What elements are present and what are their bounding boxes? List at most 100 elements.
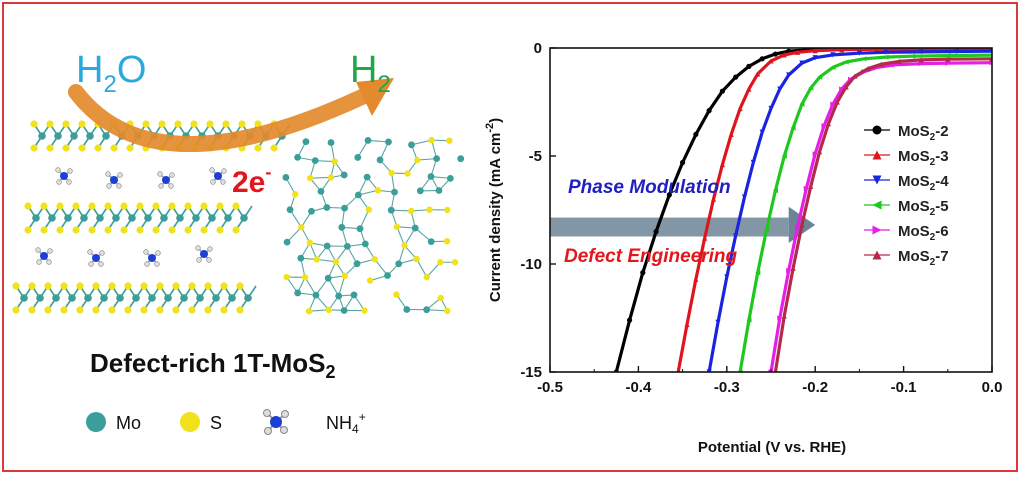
y-tick-label: -10 — [520, 256, 542, 273]
data-point — [728, 131, 734, 137]
h-atom — [220, 179, 226, 185]
mo-atom — [385, 138, 392, 146]
bond — [310, 176, 331, 179]
mo-atom — [102, 132, 110, 140]
data-point — [883, 49, 889, 55]
data-point — [733, 233, 739, 239]
mo-atom — [112, 214, 120, 222]
data-point — [724, 274, 730, 280]
s-atom — [371, 256, 378, 263]
data-point — [945, 56, 951, 62]
data-point — [856, 50, 862, 56]
mo-atom — [308, 207, 315, 215]
data-point — [781, 153, 787, 159]
n-atom — [200, 250, 208, 258]
nh4-ion — [209, 167, 227, 185]
s-atom — [200, 226, 208, 234]
h-atom — [157, 171, 163, 177]
s-atom — [341, 272, 348, 280]
data-point — [640, 270, 646, 276]
data-point — [777, 315, 783, 321]
mo-atom — [282, 174, 290, 181]
s-atom — [30, 120, 38, 128]
s-atom — [62, 144, 70, 152]
s-atom — [374, 187, 382, 194]
s-atom — [270, 144, 278, 152]
series-3 — [676, 48, 992, 372]
h-atom — [117, 172, 123, 178]
data-point — [750, 159, 756, 166]
data-point — [861, 56, 867, 62]
data-point — [799, 222, 805, 228]
data-point — [909, 53, 916, 59]
s-atom — [156, 282, 164, 290]
s-atom — [393, 223, 401, 231]
h-atom — [207, 246, 213, 252]
mos2-sheet — [282, 136, 465, 315]
h-atom — [47, 248, 53, 254]
data-point — [746, 317, 752, 323]
x-axis-label: Potential (V vs. RHE) — [698, 439, 846, 456]
data-point — [781, 52, 787, 58]
data-point — [777, 86, 783, 92]
s-atom — [156, 306, 164, 314]
s-atom — [174, 120, 182, 128]
s-atom — [78, 120, 86, 128]
h-atom — [105, 171, 111, 177]
x-tick-label: 0.0 — [982, 379, 1003, 396]
mo-atom — [70, 132, 78, 140]
bond — [374, 258, 388, 276]
h-atom — [56, 179, 62, 185]
s-atom — [437, 294, 444, 302]
mo-atom — [343, 242, 351, 250]
data-point — [918, 49, 924, 55]
mo-atom — [350, 291, 358, 299]
data-point — [839, 48, 845, 53]
legend-s-label: S — [210, 413, 222, 433]
legend-marker — [872, 250, 882, 260]
data-point — [702, 235, 708, 241]
data-point — [772, 51, 779, 57]
data-point — [715, 319, 721, 325]
s-atom — [232, 226, 240, 234]
n-atom — [110, 176, 118, 184]
series-6 — [768, 60, 992, 372]
s-atom — [200, 202, 208, 210]
legend-marker — [872, 175, 882, 185]
s-atom — [216, 226, 224, 234]
h-atom — [210, 179, 216, 185]
s-atom — [254, 120, 262, 128]
y-tick-label: -15 — [520, 364, 542, 381]
legend-label: MoS2-6 — [898, 223, 949, 243]
data-point — [746, 86, 752, 92]
reactant-label: H2O — [76, 49, 146, 98]
mo-atom — [311, 157, 319, 165]
s-atom — [220, 306, 228, 314]
s-atom — [136, 202, 144, 210]
s-atom — [124, 306, 132, 314]
s-atom — [292, 191, 299, 198]
s-atom — [414, 156, 421, 164]
data-point — [626, 317, 633, 323]
mo-atom — [323, 204, 331, 211]
h-atom — [66, 179, 72, 185]
mo-atom — [160, 214, 168, 222]
data-point — [852, 73, 858, 79]
y-tick-label: -5 — [529, 148, 542, 165]
mo-atom — [96, 214, 104, 222]
s-atom — [158, 120, 166, 128]
s-atom — [437, 259, 444, 266]
mos2-layer — [24, 202, 253, 234]
s-atom — [44, 282, 52, 290]
caption-label: Defect-rich 1T-MoS2 — [90, 348, 336, 382]
h-atom — [154, 261, 160, 267]
mo-atom — [364, 137, 372, 144]
h-atom — [98, 261, 104, 267]
data-point — [684, 321, 690, 328]
s-atom — [361, 307, 368, 314]
s-atom — [232, 202, 240, 210]
s-atom — [190, 120, 198, 128]
data-point — [719, 88, 725, 94]
legend-label: MoS2-2 — [898, 123, 949, 143]
mo-atom — [286, 206, 294, 214]
